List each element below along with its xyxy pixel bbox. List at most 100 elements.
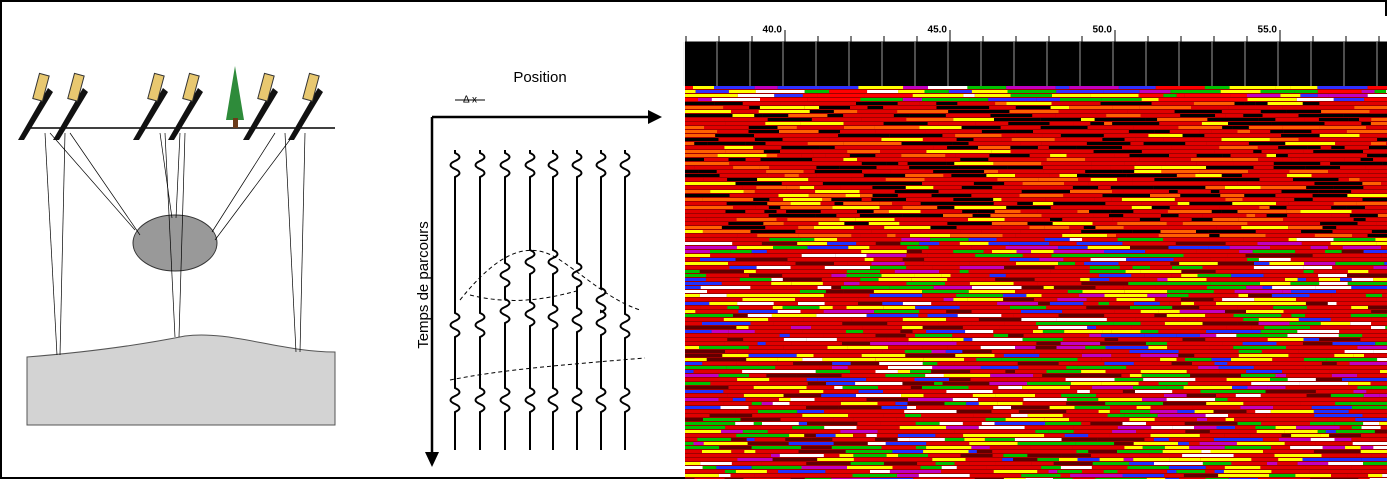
stripe — [1327, 346, 1358, 349]
stripe — [1313, 410, 1349, 413]
stripe — [1310, 422, 1335, 425]
stripe — [1090, 430, 1113, 433]
stripe — [1116, 234, 1159, 237]
stripe — [788, 114, 828, 117]
stripe — [685, 98, 698, 101]
rays — [44, 132, 306, 356]
stripe — [1212, 222, 1248, 225]
stripe — [1188, 442, 1200, 445]
stripe — [772, 458, 818, 461]
stripe — [1062, 234, 1107, 237]
stripe — [863, 330, 901, 333]
stripe — [949, 378, 971, 381]
stripe — [926, 150, 951, 153]
stripe — [866, 434, 877, 437]
stripe — [1153, 186, 1206, 189]
stripe — [831, 446, 882, 449]
stripe — [807, 246, 849, 249]
stripe — [768, 214, 816, 217]
stripe — [751, 446, 802, 449]
stripe — [1309, 294, 1332, 297]
stripe — [846, 270, 881, 273]
stripe — [1085, 158, 1132, 161]
stripe — [1118, 86, 1156, 89]
stripe — [1365, 294, 1382, 297]
stripe — [948, 130, 982, 133]
stripe — [685, 434, 737, 437]
stripe — [1182, 338, 1206, 341]
stripe — [943, 374, 991, 377]
stripe — [1314, 234, 1353, 237]
stripe — [1240, 406, 1274, 409]
stripe — [685, 334, 729, 337]
stripe — [1133, 210, 1168, 213]
stripe — [685, 394, 728, 397]
stripe — [1238, 350, 1262, 353]
stripe — [858, 390, 883, 393]
stripe — [843, 142, 853, 145]
stripe — [1237, 422, 1262, 425]
stripe — [969, 282, 1014, 285]
stripe — [1180, 206, 1220, 209]
stripe — [1281, 190, 1319, 193]
stripe — [1197, 274, 1232, 277]
stripe — [1131, 326, 1184, 329]
stripe — [1246, 410, 1256, 413]
stripe — [1381, 254, 1387, 257]
stripe — [1317, 430, 1326, 433]
stripe — [798, 322, 843, 325]
stripe — [1090, 94, 1139, 97]
stripe — [1333, 98, 1365, 101]
stripe — [1083, 226, 1096, 229]
stripe — [856, 242, 865, 245]
stripe — [1122, 422, 1147, 425]
stripe — [1348, 118, 1360, 121]
stripe — [922, 386, 969, 389]
stripe — [1243, 402, 1252, 405]
stripe — [733, 314, 748, 317]
stripe — [763, 150, 780, 153]
stripe — [1349, 178, 1360, 181]
stripe — [977, 174, 987, 177]
stripe — [1124, 446, 1143, 449]
stripe — [886, 338, 909, 341]
stripe — [685, 150, 726, 153]
stripe — [1267, 338, 1304, 341]
stripe — [847, 346, 888, 349]
stripe — [1022, 338, 1063, 341]
stripe — [728, 334, 780, 337]
stripe — [1338, 298, 1377, 301]
stripe — [898, 454, 928, 457]
stripe — [898, 434, 936, 437]
stripe — [953, 198, 994, 201]
stripe — [855, 382, 903, 385]
stripe — [814, 238, 838, 241]
stripe — [1271, 122, 1325, 125]
stripe — [1351, 406, 1387, 409]
stripe — [985, 418, 1006, 421]
stripe — [953, 118, 994, 121]
stripe — [1150, 406, 1193, 409]
stripe — [1313, 450, 1361, 453]
stripe — [815, 214, 837, 217]
stripe — [1237, 306, 1274, 309]
stripe — [1302, 458, 1330, 461]
stripe — [923, 358, 965, 361]
stripe — [1353, 218, 1366, 221]
stripe — [1111, 354, 1141, 357]
stripe — [1262, 286, 1273, 289]
stripe — [1166, 398, 1216, 401]
stripe — [748, 126, 778, 129]
stripe — [994, 210, 1021, 213]
stripe — [1128, 130, 1155, 133]
stripe — [765, 342, 792, 345]
stripe — [919, 126, 962, 129]
stripe — [952, 334, 994, 337]
stripe — [685, 154, 718, 157]
stripe — [939, 270, 960, 273]
stripe — [853, 454, 887, 457]
stripe — [1172, 306, 1200, 309]
stripe — [1151, 206, 1170, 209]
stripe — [881, 406, 908, 409]
stripe — [1001, 134, 1043, 137]
